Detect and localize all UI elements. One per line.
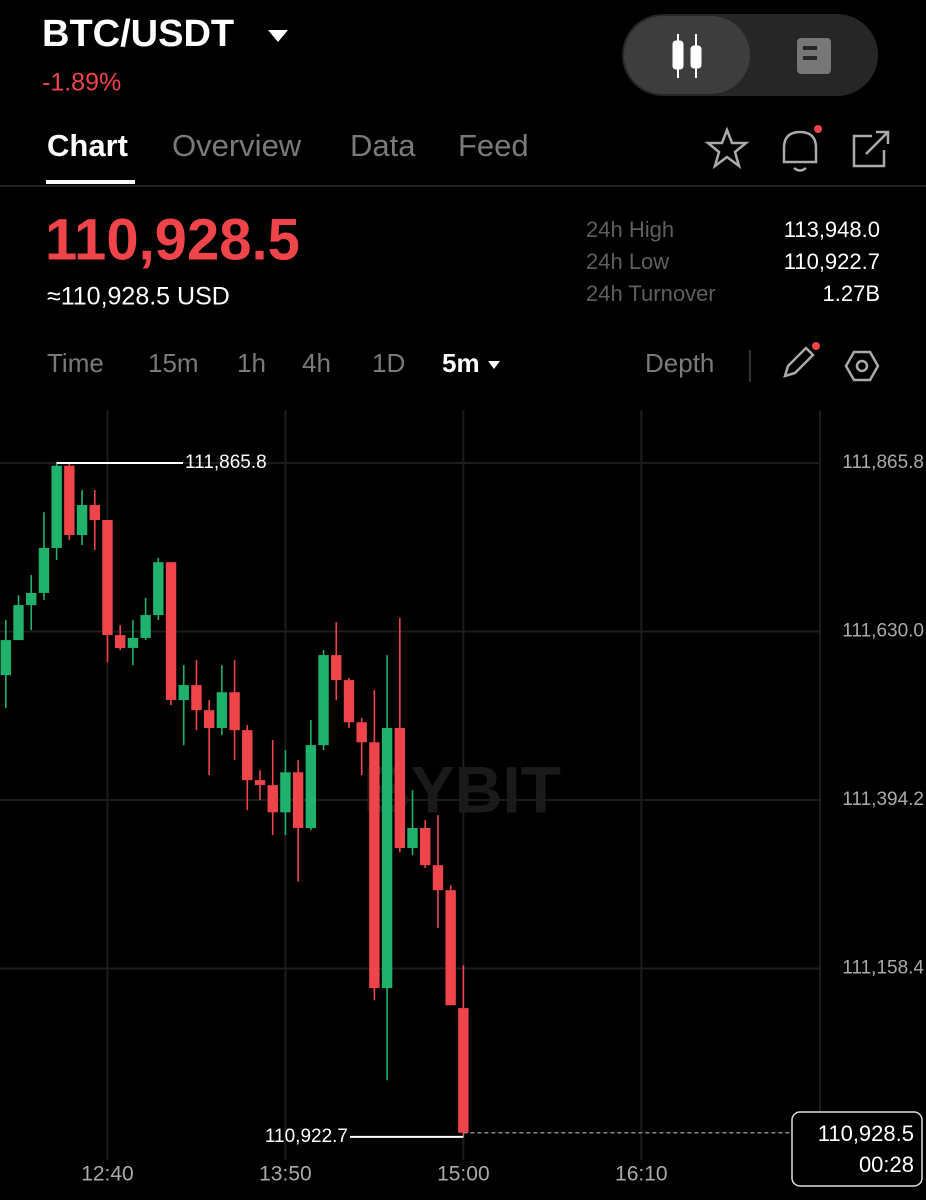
symbol[interactable]: BTC/USDT [42,13,234,55]
chart-view-button[interactable] [624,16,750,94]
candle-body [127,637,139,648]
last-price-box [791,1111,923,1187]
interval[interactable]: 1D [372,348,405,378]
candle-body [254,780,266,786]
candle-body [0,640,11,676]
candle-body [13,605,24,641]
candle-body [458,1008,469,1133]
stat-label: 24h High [586,217,674,242]
x-tick-label: 15:00 [437,1163,490,1186]
settings-icon[interactable] [844,350,880,382]
candle-body [407,828,418,849]
stat-label: 24h Turnover [586,281,716,306]
alert-dot [814,125,822,133]
candle-body [381,727,393,989]
interval[interactable]: 15m [148,348,199,378]
min-marker-label: 110,922.7 [265,1126,348,1147]
max-marker-label: 111,865.8 [185,452,267,473]
x-tick-label: 12:40 [81,1163,134,1186]
y-tick-label: 111,865.8 [842,452,924,473]
candle-icon [672,34,702,78]
candle-body [318,655,329,746]
candle-body [216,692,228,728]
candle-body [356,722,367,743]
tab[interactable]: Chart [47,128,128,163]
candle-body [267,785,278,813]
candle-body [76,505,88,536]
candle-body [26,592,37,606]
candle-body [343,680,355,723]
candle-body [229,692,240,731]
candle-body [242,730,253,781]
interval[interactable]: 5m [442,348,480,378]
symbol-dropdown[interactable] [268,30,288,42]
favorite-icon[interactable] [704,126,750,170]
interval-dropdown[interactable] [488,361,500,369]
depth-button[interactable]: Depth [645,348,714,378]
usd-price: ≈110,928.5 USD [47,283,230,311]
price-change: -1.89% [42,69,121,97]
x-tick-label: 13:50 [259,1163,312,1186]
tab[interactable]: Feed [458,128,529,163]
candle-body [305,745,317,829]
candle-body [432,865,444,891]
candle-body [102,520,113,636]
candle-body [140,615,151,638]
stat-value: 113,948.0 [784,217,880,242]
tab[interactable]: Data [350,128,416,163]
stat-value: 1.27B [823,281,881,306]
draw-dot [812,342,820,350]
countdown: 00:28 [859,1152,914,1177]
interval[interactable]: Time [47,348,104,378]
last-price-label: 110,928.5 [818,1121,914,1146]
y-tick-label: 111,630.0 [842,621,924,642]
candle-body [153,562,164,616]
y-tick-label: 111,158.4 [842,958,924,979]
y-tick-label: 111,394.2 [842,789,924,810]
candle-body [292,772,304,829]
interval[interactable]: 1h [237,348,266,378]
share-icon[interactable] [852,130,890,168]
draw-icon[interactable] [783,346,815,378]
alert-icon[interactable] [782,130,818,172]
candle-body [420,828,431,866]
tab[interactable]: Overview [172,128,302,163]
candle-body [114,635,126,648]
stat-value: 110,922.7 [784,249,880,274]
candle-body [89,505,100,521]
candle-body [445,890,456,1006]
interval[interactable]: 4h [302,348,331,378]
candle-body [38,547,50,593]
candle-body [51,465,62,548]
tab-underline [46,180,135,184]
candle-body [331,655,342,681]
candle-body [191,685,202,711]
overview-view-button[interactable] [797,38,831,74]
watermark: BYBIT [363,752,561,826]
candle-body [64,465,75,536]
candle-body [369,742,380,989]
last-price: 110,928.5 [45,207,300,272]
candle-body [203,710,215,728]
candle-body [165,562,177,701]
candlestick-chart: BYBIT 111,865.8 111,630.0 111,394.2 111,158.… [0,410,924,1187]
candle-body [280,772,291,813]
candle-body [178,685,189,701]
candle-body [394,727,406,849]
stat-label: 24h Low [586,249,669,274]
x-tick-label: 16:10 [615,1163,668,1186]
